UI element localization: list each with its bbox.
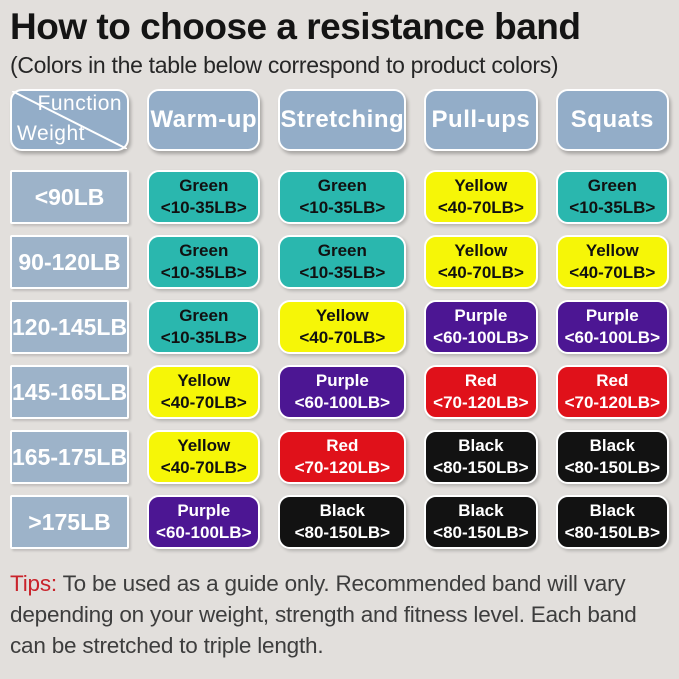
column-header-pull-ups: Pull-ups <box>424 89 538 151</box>
band-weight-range: <60-100LB> <box>433 328 529 347</box>
band-color-label: Yellow <box>454 175 508 195</box>
band-cell-teal: Green <10-35LB> <box>147 300 261 354</box>
band-cell-purple: Purple <60-100LB> <box>555 300 669 354</box>
weight-row-label: <90LB <box>10 170 130 224</box>
band-cell-yellow: Yellow <40-70LB> <box>555 235 669 289</box>
band-weight-range: <60-100LB> <box>156 523 252 542</box>
band-color-label: Black <box>319 500 366 520</box>
band-weight-range: <10-35LB> <box>160 263 247 282</box>
band-cell-purple: Purple <60-100LB> <box>424 300 538 354</box>
corner-label-weight: Weight <box>17 122 85 145</box>
band-weight-range: <80-150LB> <box>433 523 529 542</box>
band-cell-red: Red <70-120LB> <box>424 365 538 419</box>
infographic-page: How to choose a resistance band (Colors … <box>10 6 669 661</box>
band-cell-red: Red <70-120LB> <box>278 430 407 484</box>
band-color-label: Green <box>587 175 637 195</box>
band-color-label: Green <box>179 305 229 325</box>
band-cell-purple: Purple <60-100LB> <box>147 495 261 549</box>
band-cell-red: Red <70-120LB> <box>555 365 669 419</box>
column-header-stretching: Stretching <box>278 89 407 151</box>
band-cell-black: Black <80-150LB> <box>278 495 407 549</box>
band-cell-teal: Green <10-35LB> <box>278 235 407 289</box>
band-weight-range: <60-100LB> <box>564 328 661 347</box>
band-cell-teal: Green <10-35LB> <box>147 235 261 289</box>
band-weight-range: <80-150LB> <box>564 523 661 542</box>
band-weight-range: <40-70LB> <box>160 393 247 412</box>
band-weight-range: <70-120LB> <box>433 393 529 412</box>
column-header-warm-up: Warm-up <box>147 89 261 151</box>
band-cell-purple: Purple <60-100LB> <box>278 365 407 419</box>
band-weight-range: <10-35LB> <box>160 328 247 347</box>
band-color-label: Red <box>464 370 497 390</box>
band-color-label: Red <box>326 435 359 455</box>
weight-row-label: >175LB <box>10 495 130 549</box>
band-cell-black: Black <80-150LB> <box>424 495 538 549</box>
band-cell-teal: Green <10-35LB> <box>555 170 669 224</box>
band-cell-yellow: Yellow <40-70LB> <box>147 365 261 419</box>
weight-row-label: 165-175LB <box>10 430 130 484</box>
band-weight-range: <10-35LB> <box>160 198 247 217</box>
diagonal-divider-line <box>12 91 127 149</box>
band-weight-range: <40-70LB> <box>299 328 386 347</box>
band-color-label: Purple <box>177 500 231 520</box>
band-color-label: Yellow <box>315 305 369 325</box>
band-cell-yellow: Yellow <40-70LB> <box>278 300 407 354</box>
band-color-label: Green <box>317 240 367 260</box>
band-color-label: Green <box>317 175 367 195</box>
band-cell-teal: Green <10-35LB> <box>147 170 261 224</box>
band-color-label: Green <box>179 240 229 260</box>
tips-text: To be used as a guide only. Recommended … <box>10 571 637 658</box>
band-weight-range: <10-35LB> <box>299 263 386 282</box>
column-header-squats: Squats <box>555 89 669 151</box>
page-title: How to choose a resistance band <box>10 6 581 47</box>
band-weight-range: <40-70LB> <box>569 263 656 282</box>
weight-row-label: 145-165LB <box>10 365 130 419</box>
band-weight-range: <40-70LB> <box>437 263 524 282</box>
weight-row-label: 120-145LB <box>10 300 130 354</box>
band-color-label: Black <box>589 500 635 520</box>
band-weight-range: <10-35LB> <box>569 198 656 217</box>
band-cell-yellow: Yellow <40-70LB> <box>424 170 538 224</box>
band-color-label: Purple <box>454 305 508 325</box>
band-weight-range: <70-120LB> <box>294 458 391 477</box>
band-color-label: Red <box>596 370 629 390</box>
weight-row-label: 90-120LB <box>10 235 130 289</box>
band-color-label: Yellow <box>177 370 231 390</box>
band-weight-range: <80-150LB> <box>564 458 661 477</box>
band-cell-black: Black <80-150LB> <box>424 430 538 484</box>
band-color-label: Purple <box>585 305 639 325</box>
page-subtitle: (Colors in the table below correspond to… <box>10 52 559 78</box>
band-color-label: Green <box>179 175 229 195</box>
band-weight-range: <40-70LB> <box>160 458 247 477</box>
band-color-label: Purple <box>315 370 369 390</box>
band-cell-black: Black <80-150LB> <box>555 495 669 549</box>
resistance-band-table: Function Weight Warm-up Stretching Pull-up… <box>10 89 669 549</box>
band-weight-range: <40-70LB> <box>437 198 524 217</box>
tips-paragraph: Tips: To be used as a guide only. Recomm… <box>10 569 669 661</box>
tips-label: Tips: <box>10 571 57 596</box>
band-cell-yellow: Yellow <40-70LB> <box>424 235 538 289</box>
band-weight-range: <70-120LB> <box>564 393 661 412</box>
band-cell-teal: Green <10-35LB> <box>278 170 407 224</box>
band-weight-range: <60-100LB> <box>294 393 391 412</box>
corner-label-function: Function <box>37 92 123 115</box>
band-weight-range: <10-35LB> <box>299 198 386 217</box>
band-color-label: Yellow <box>585 240 639 260</box>
band-weight-range: <80-150LB> <box>294 523 391 542</box>
band-color-label: Yellow <box>454 240 508 260</box>
band-cell-yellow: Yellow <40-70LB> <box>147 430 261 484</box>
band-cell-black: Black <80-150LB> <box>555 430 669 484</box>
corner-header-cell: Function Weight <box>10 89 130 151</box>
band-color-label: Yellow <box>177 435 231 455</box>
band-weight-range: <80-150LB> <box>433 458 529 477</box>
band-color-label: Black <box>458 500 504 520</box>
band-color-label: Black <box>458 435 504 455</box>
band-color-label: Black <box>589 435 635 455</box>
